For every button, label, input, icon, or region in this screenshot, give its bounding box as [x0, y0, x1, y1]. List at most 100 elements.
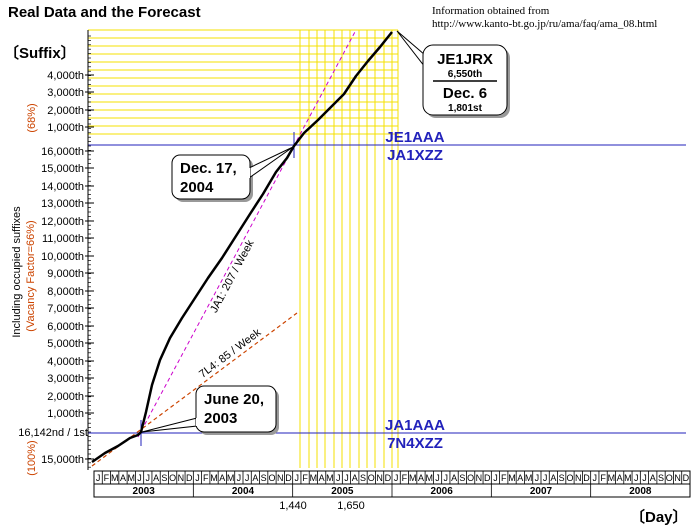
month-label: N — [674, 473, 681, 483]
month-label: J — [634, 473, 639, 483]
forecast-date: Dec. 6 — [443, 85, 487, 102]
ref-label-ja1xzz: JA1XZZ — [387, 147, 443, 164]
y-tick-middle-12: 4,000th — [47, 356, 84, 368]
month-label: A — [219, 473, 225, 483]
month-label: O — [268, 473, 275, 483]
forecast-gridlines — [88, 29, 399, 468]
month-label: O — [666, 473, 673, 483]
y-pct-bottom: (100%) — [26, 440, 38, 475]
forecast-rank: 6,550th — [448, 69, 482, 80]
month-label: A — [517, 473, 523, 483]
annotation-june-2003-text-0: June 20, — [204, 391, 264, 408]
month-label: J — [336, 473, 341, 483]
y-pct-top: (68%) — [26, 103, 38, 132]
y-tick-middle-4: 12,000th — [41, 216, 84, 228]
labels: 4,000th 3,000th 2,000th 1,000th 16,000th 15,0… — [18, 70, 445, 466]
month-label: N — [376, 473, 383, 483]
forecast-box — [422, 44, 508, 116]
y-tick-middle-7: 9,000th — [47, 268, 84, 280]
month-label: M — [426, 473, 434, 483]
month-label: M — [508, 473, 516, 483]
month-label: M — [310, 473, 318, 483]
month-label: D — [385, 473, 392, 483]
y-tick-start: 16,142nd / 1st — [18, 427, 88, 439]
annotation-dec-2004-text-1: 2004 — [180, 179, 214, 196]
y-tick-middle-14: 2,000th — [47, 391, 84, 403]
month-label: S — [360, 473, 366, 483]
month-label: F — [402, 473, 408, 483]
x-extra-label-1650: 1,650 — [337, 500, 365, 512]
month-label: J — [543, 473, 548, 483]
month-label: M — [111, 473, 119, 483]
month-label: N — [277, 473, 284, 483]
month-label: A — [153, 473, 159, 483]
year-label-2008: 2008 — [629, 486, 652, 497]
year-label-2004: 2004 — [232, 486, 255, 497]
month-label: M — [227, 473, 235, 483]
x-axis-title: 〔Day〕 — [630, 508, 688, 526]
month-label: J — [394, 473, 399, 483]
month-label: S — [658, 473, 664, 483]
month-label: S — [161, 473, 167, 483]
year-label-2007: 2007 — [530, 486, 553, 497]
ref-label-7n4xzz: 7N4XZZ — [387, 435, 443, 452]
month-label: J — [535, 473, 540, 483]
forecast-box-pointer — [396, 30, 426, 69]
actual-line — [91, 31, 393, 464]
forecast-callsign: JE1JRX — [437, 51, 493, 68]
month-label: J — [245, 473, 250, 483]
month-label: M — [525, 473, 533, 483]
annotation-june-2003-pointer — [141, 417, 198, 433]
actual-data-line — [91, 31, 393, 464]
y-tick-middle-6: 10,000th — [41, 251, 84, 263]
month-label: N — [178, 473, 185, 483]
trend-label-7l4: 7L4: 85 / Week — [197, 326, 264, 380]
trend-line-ja1 — [137, 29, 357, 438]
month-label: D — [484, 473, 491, 483]
month-label: M — [409, 473, 417, 483]
y-tick-middle-10: 6,000th — [47, 321, 84, 333]
month-label: A — [352, 473, 358, 483]
y-tick-upper-3: 1,000th — [47, 122, 84, 134]
month-label: A — [550, 473, 556, 483]
forecast-date-rank: 1,801st — [448, 103, 483, 114]
month-label: F — [203, 473, 209, 483]
y-tick-upper-0: 4,000th — [47, 70, 84, 82]
trend-label-ja1: JA1: 207 / Week — [208, 238, 257, 315]
month-label: J — [593, 473, 598, 483]
x-extra-label-1440: 1,440 — [279, 500, 307, 512]
month-label: D — [186, 473, 193, 483]
month-label: D — [583, 473, 590, 483]
month-label: S — [559, 473, 565, 483]
year-label-2005: 2005 — [331, 486, 354, 497]
month-label: N — [575, 473, 582, 483]
month-label: J — [642, 473, 647, 483]
month-label: J — [493, 473, 498, 483]
month-label: N — [476, 473, 483, 483]
month-label: M — [608, 473, 616, 483]
month-label: A — [418, 473, 424, 483]
year-label-2006: 2006 — [431, 486, 454, 497]
month-label: D — [683, 473, 690, 483]
month-label: A — [319, 473, 325, 483]
month-label: J — [444, 473, 449, 483]
month-label: M — [210, 473, 218, 483]
month-label: J — [146, 473, 151, 483]
month-label: A — [120, 473, 126, 483]
y-tick-middle-1: 15,000th — [41, 163, 84, 175]
y-tick-upper-2: 2,000th — [47, 105, 84, 117]
y-tick-middle-13: 3,000th — [47, 373, 84, 385]
month-label: J — [96, 473, 101, 483]
month-label: O — [566, 473, 573, 483]
y-tick-middle-11: 5,000th — [47, 338, 84, 350]
month-label: A — [650, 473, 656, 483]
month-label: S — [261, 473, 267, 483]
y-side-label-sub: (Vacancy Factor=66%) — [25, 220, 37, 331]
year-label-2003: 2003 — [133, 486, 156, 497]
y-side-label-main: Including occupied suffixes — [11, 206, 23, 338]
month-label: F — [104, 473, 110, 483]
month-label: O — [467, 473, 474, 483]
month-label: J — [435, 473, 440, 483]
y-axis-title: 〔Suffix〕 — [4, 44, 76, 62]
